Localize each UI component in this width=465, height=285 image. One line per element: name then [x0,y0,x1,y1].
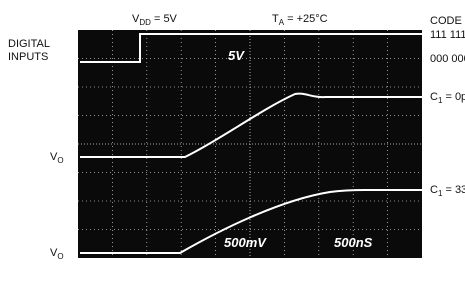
label-part: = +25°C [284,13,328,25]
label-part: C [430,184,438,196]
figure: 5V 500mV 500nS VDD = 5V TA = +25°C DIGIT… [0,0,465,285]
volts-per-div: 500mV [224,235,267,250]
time-per-div: 500nS [334,235,373,250]
temperature-label: TA = +25°C [272,13,328,27]
label-part: = 33pF [442,184,465,196]
label-part: = 0pF [442,91,465,103]
load-label: C1 = 33pF [430,184,465,198]
load-label: C1 = 0pF [430,91,465,105]
inputs-label: INPUTS [8,51,48,63]
label-part: DD [139,18,151,27]
code-low: 000 000 [430,53,465,65]
code-high: 111 111 [430,29,465,41]
label-part: O [57,156,63,165]
label-part: C [430,91,438,103]
output-label: VO [50,151,64,165]
digital-scale: 5V [228,48,245,63]
label-part: = 5V [151,13,178,25]
label-part: O [57,252,63,261]
output-label: VO [50,247,64,261]
code-label: CODE [430,15,462,27]
digital-label: DIGITAL [8,38,50,50]
supply-label: VDD = 5V [132,13,178,27]
